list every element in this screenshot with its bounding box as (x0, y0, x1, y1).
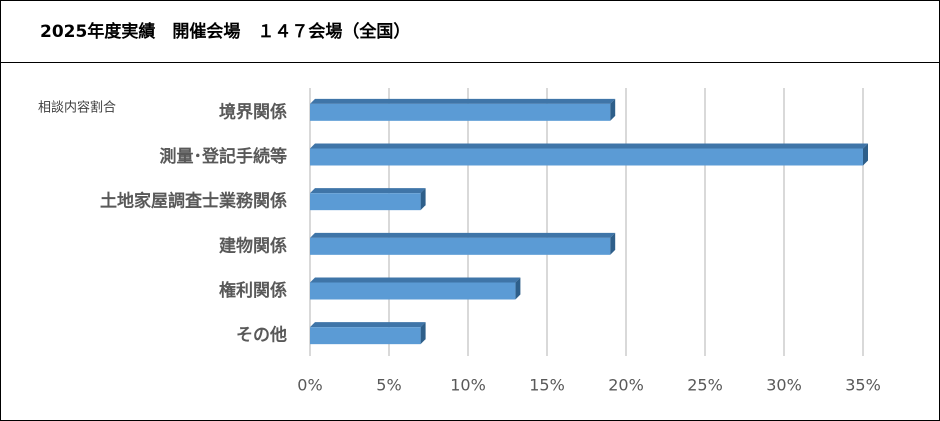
bar-top (310, 232, 616, 238)
bar-side (420, 188, 426, 211)
bar (310, 282, 516, 300)
bar-side (610, 98, 616, 121)
x-tick-label: 5% (376, 376, 401, 395)
x-tick-label: 20% (608, 376, 644, 395)
y-tick-label: 権利関係 (219, 280, 287, 301)
y-tick-label: 建物関係 (219, 235, 287, 256)
x-tick-label: 30% (766, 376, 802, 395)
bar (310, 148, 863, 166)
x-tick-label: 10% (450, 376, 486, 395)
bar-top (310, 98, 616, 104)
bar-top (310, 143, 868, 149)
y-tick-label: 測量･登記手続等 (160, 146, 288, 167)
bar-top (310, 277, 521, 283)
bar (310, 193, 421, 211)
bar (310, 327, 421, 345)
x-tick-label: 35% (845, 376, 881, 395)
bar-side (515, 277, 521, 300)
chart-subtitle: 相談内容割合 (38, 100, 116, 116)
bar (310, 103, 611, 121)
y-tick-label: 境界関係 (219, 101, 287, 122)
bar-top (310, 188, 426, 194)
bar-top (310, 322, 426, 328)
chart-title: 2025年度実績 開催会場 １４７会場（全国） (40, 21, 410, 42)
x-tick-label: 0% (297, 376, 322, 395)
bar (310, 237, 611, 255)
y-tick-label: その他 (236, 325, 287, 346)
bar-side (863, 143, 868, 166)
bar-side (610, 232, 616, 255)
x-tick-label: 25% (687, 376, 723, 395)
y-tick-label: 土地家屋調査士業務関係 (100, 191, 287, 212)
bar-side (420, 322, 426, 345)
x-tick-label: 15% (529, 376, 565, 395)
